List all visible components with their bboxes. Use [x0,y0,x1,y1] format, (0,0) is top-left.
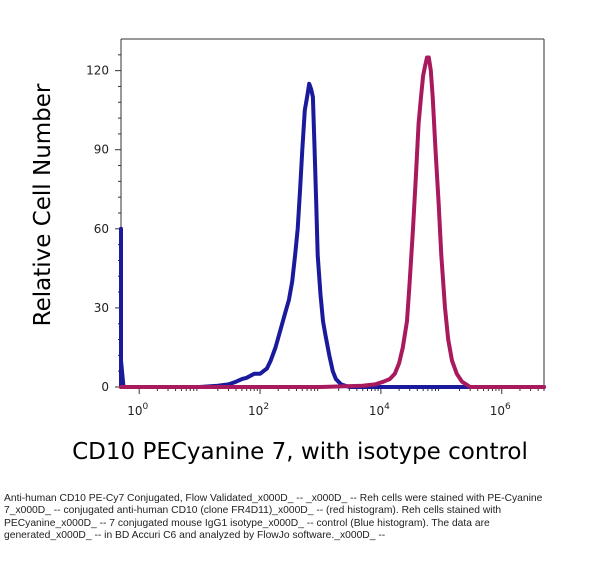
y-tick-label: 0 [101,380,109,394]
x-axis-label: CD10 PECyanine 7, with isotype control [72,439,528,465]
x-tick-label: 104 [369,402,390,418]
chart-labels: Relative Cell Number CD10 PECyanine 7, w… [30,83,528,465]
y-tick-label: 90 [94,143,109,157]
x-tick-label: 100 [127,402,148,418]
figure-caption: Anti-human CD10 PE-Cy7 Conjugated, Flow … [4,493,543,542]
x-tick-label: 102 [248,402,269,418]
y-tick-label: 60 [94,222,109,236]
histogram-series-1 [119,81,546,389]
y-tick-label: 120 [86,64,109,78]
x-tick-label: 106 [490,402,511,418]
histogram-chart: 0 30 60 90 120 100 102 104 106 Relative Cell Num… [30,38,546,465]
y-tick-label: 30 [94,301,109,315]
y-axis-label: Relative Cell Number [30,83,56,326]
series-layer [119,55,546,389]
histogram-series-2 [119,55,546,389]
